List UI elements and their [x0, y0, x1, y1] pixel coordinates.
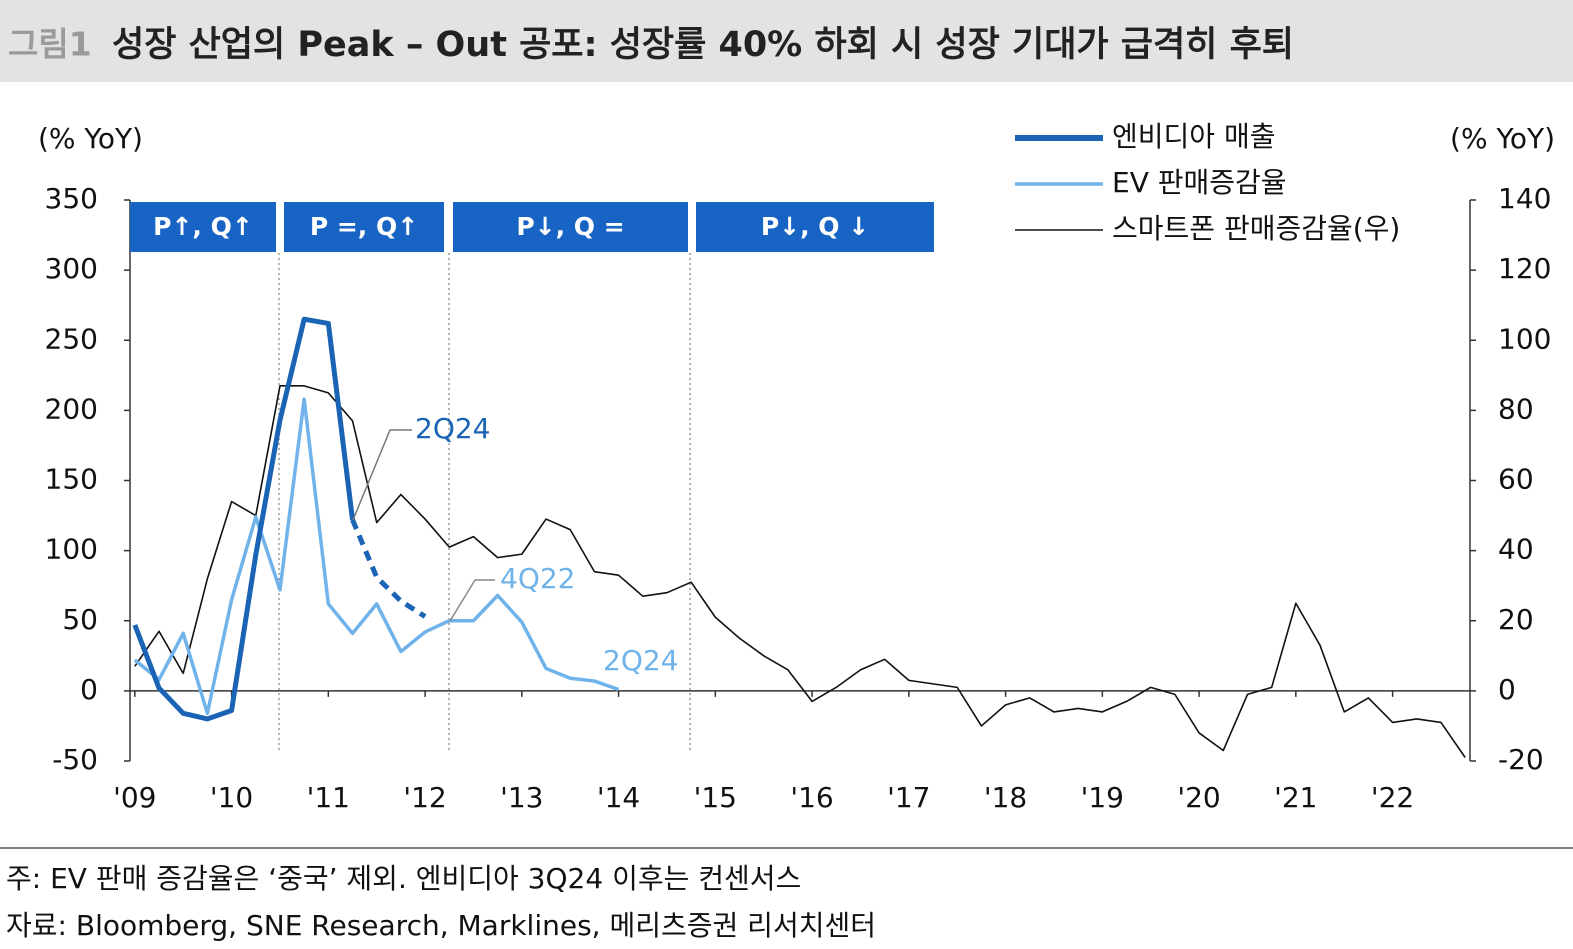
x-tick-label: '21: [1274, 781, 1317, 814]
y-tick-label: 150: [45, 463, 98, 496]
x-tick-label: '10: [210, 781, 253, 814]
y-axis-label: (% YoY): [38, 122, 143, 155]
legend-label: EV 판매증감율: [1112, 166, 1287, 199]
annotation-leader: [449, 579, 495, 622]
y-tick-label: 100: [45, 533, 98, 566]
x-tick-label: '09: [113, 781, 156, 814]
y2-tick-label: 0: [1498, 673, 1516, 706]
phase-box: [284, 202, 444, 252]
y2-tick-label: 60: [1498, 463, 1534, 496]
phase-label: P =, Q↑: [310, 212, 418, 241]
legend-label: 엔비디아 매출: [1112, 120, 1275, 153]
x-tick-label: '19: [1081, 781, 1124, 814]
series-line: [132, 316, 356, 722]
x-tick-label: '22: [1371, 781, 1414, 814]
y2-axis-label: (% YoY): [1450, 122, 1555, 155]
phase-box: [130, 202, 276, 252]
projected-line: [350, 518, 427, 619]
x-tick-label: '17: [887, 781, 930, 814]
phase-box: [696, 202, 934, 252]
y-tick-label: 350: [45, 182, 98, 215]
note: 주: EV 판매 증감율은 ‘중국’ 제외. 엔비디아 3Q24 이후는 컨센서…: [6, 862, 801, 895]
y2-tick-label: 40: [1498, 533, 1534, 566]
x-tick-label: '12: [403, 781, 446, 814]
annotation: 2Q24: [603, 644, 678, 677]
x-tick-label: '15: [694, 781, 737, 814]
chart-title: 성장 산업의 Peak – Out 공포: 성장률 40% 하회 시 성장 기대…: [112, 25, 1294, 65]
series-line: [133, 397, 620, 716]
annotation-leader: [352, 429, 412, 521]
y-tick-label: 300: [45, 252, 98, 285]
phase-label: P↑, Q↑: [153, 212, 253, 241]
y2-tick-label: 20: [1498, 603, 1534, 636]
y2-tick-label: 140: [1498, 182, 1551, 215]
x-tick-label: '16: [790, 781, 833, 814]
y-tick-label: 200: [45, 392, 98, 425]
title-bar: [0, 0, 1573, 82]
y2-tick-label: 100: [1498, 322, 1551, 355]
y2-tick-label: 120: [1498, 252, 1551, 285]
annotation: 4Q22: [500, 562, 575, 595]
y-tick-label: 250: [45, 322, 98, 355]
y-tick-label: 50: [62, 603, 98, 636]
x-tick-label: '13: [500, 781, 543, 814]
y2-tick-label: -20: [1498, 743, 1544, 776]
legend-label: 스마트폰 판매증감율(우): [1112, 212, 1400, 245]
annotation: 2Q24: [415, 412, 490, 445]
y-tick-label: 0: [80, 673, 98, 706]
figure-label: 그림1: [8, 25, 92, 64]
phase-label: P↓, Q ↓: [761, 212, 869, 241]
series-line: [134, 385, 1466, 758]
x-tick-label: '18: [984, 781, 1027, 814]
phase-label: P↓, Q =: [516, 212, 624, 241]
x-tick-label: '14: [597, 781, 640, 814]
phase-box: [453, 202, 688, 252]
source: 자료: Bloomberg, SNE Research, Marklines, …: [6, 909, 876, 942]
y-tick-label: -50: [52, 743, 98, 776]
y2-tick-label: 80: [1498, 392, 1534, 425]
x-tick-label: '11: [307, 781, 350, 814]
x-tick-label: '20: [1177, 781, 1220, 814]
